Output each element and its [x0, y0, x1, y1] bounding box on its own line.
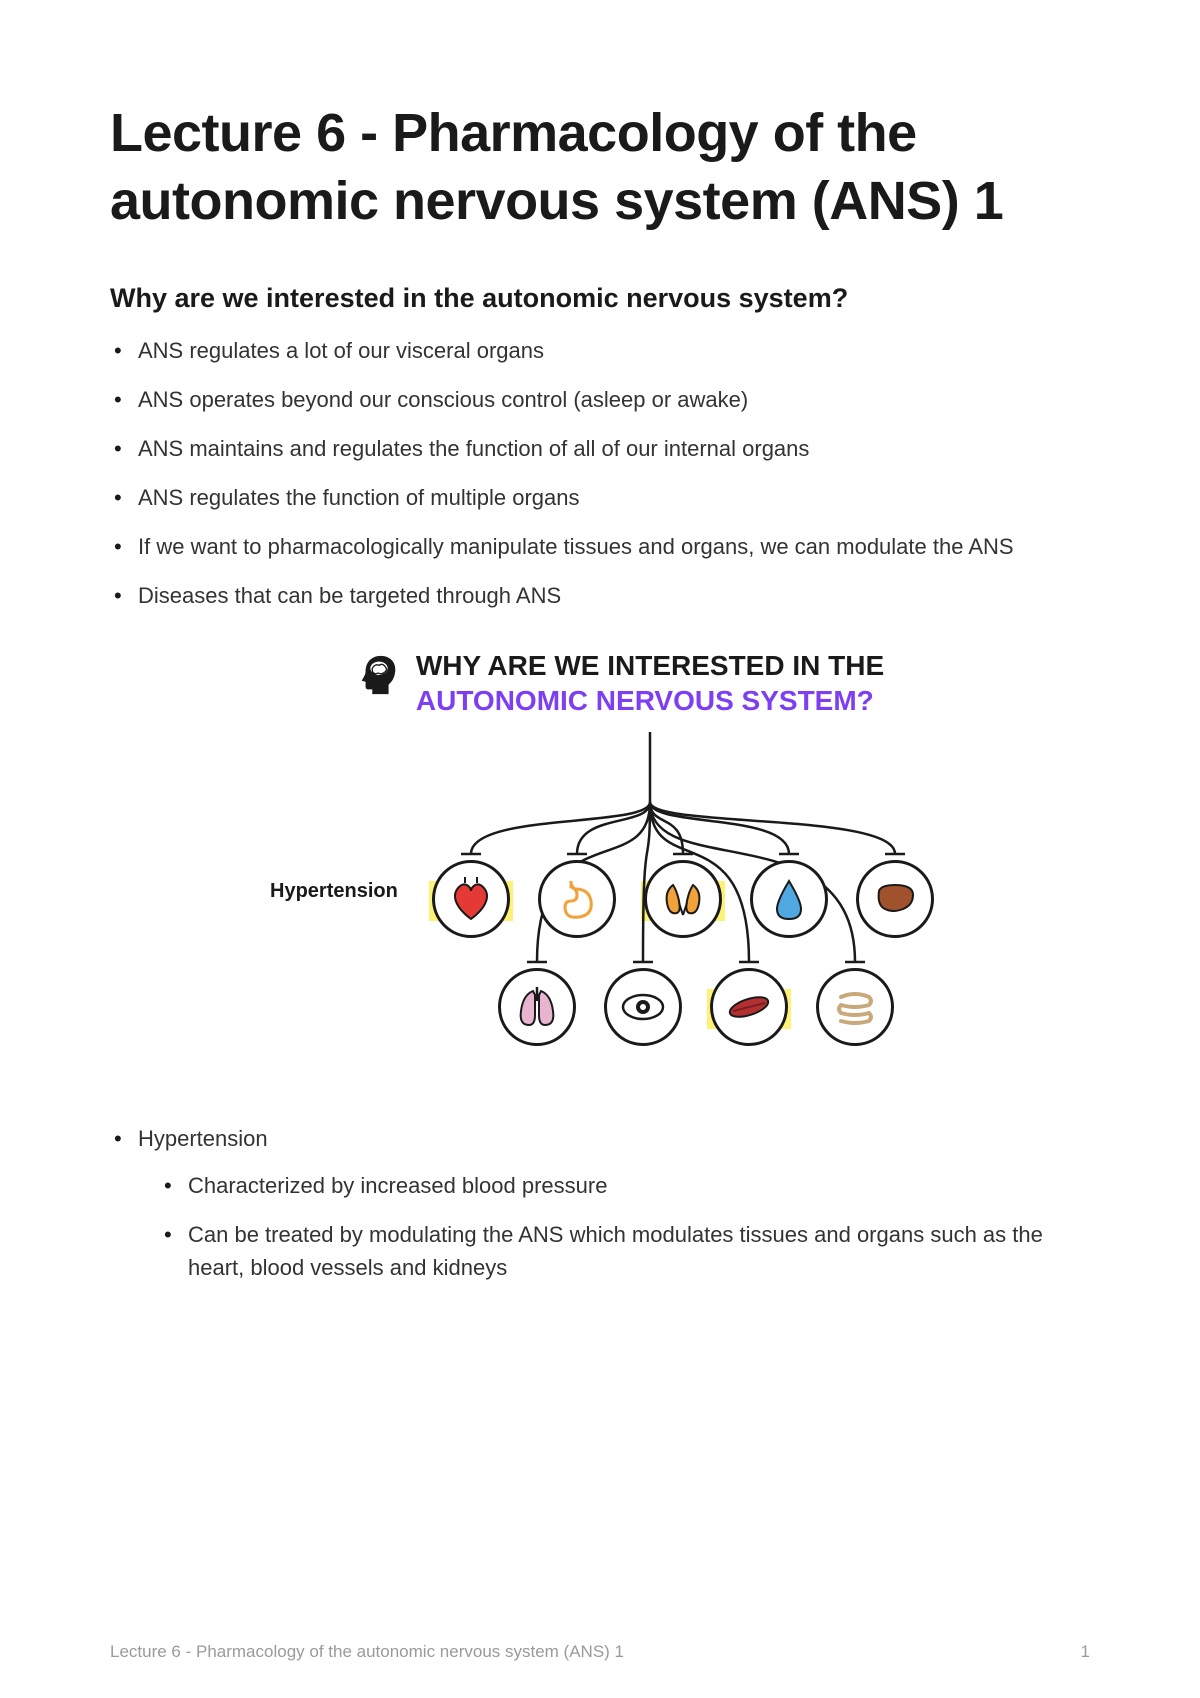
ans-diagram: WHY ARE WE INTERESTED IN THE AUTONOMIC N…	[220, 648, 980, 1072]
list-item: Hypertension Characterized by increased …	[138, 1122, 1090, 1284]
list-item: ANS operates beyond our conscious contro…	[138, 383, 1090, 416]
lungs-icon	[498, 968, 576, 1046]
list-item: Characterized by increased blood pressur…	[188, 1169, 1090, 1202]
list-item: ANS maintains and regulates the function…	[138, 432, 1090, 465]
page-title: Lecture 6 - Pharmacology of the autonomi…	[110, 100, 1090, 235]
bullet-list-2: Hypertension Characterized by increased …	[110, 1122, 1090, 1284]
list-item: ANS regulates a lot of our visceral orga…	[138, 334, 1090, 367]
list-item-label: Hypertension	[138, 1126, 268, 1151]
list-item: Can be treated by modulating the ANS whi…	[188, 1218, 1090, 1284]
page-footer: Lecture 6 - Pharmacology of the autonomi…	[110, 1642, 1090, 1662]
section-heading: Why are we interested in the autonomic n…	[110, 283, 1090, 314]
vessel-icon	[710, 968, 788, 1046]
diagram-title: WHY ARE WE INTERESTED IN THE AUTONOMIC N…	[416, 648, 884, 718]
bullet-list-2-sub: Characterized by increased blood pressur…	[138, 1169, 1090, 1284]
diagram-title-line-1: WHY ARE WE INTERESTED IN THE	[416, 648, 884, 683]
brain-head-icon	[356, 652, 402, 698]
intestine-icon	[816, 968, 894, 1046]
diagram-title-line-2: AUTONOMIC NERVOUS SYSTEM?	[416, 683, 884, 718]
heart-icon	[432, 860, 510, 938]
list-item: If we want to pharmacologically manipula…	[138, 530, 1090, 563]
kidneys-icon	[644, 860, 722, 938]
eye-icon	[604, 968, 682, 1046]
diagram-label-hypertension: Hypertension	[270, 880, 398, 903]
diagram-header: WHY ARE WE INTERESTED IN THE AUTONOMIC N…	[220, 648, 980, 718]
bullet-list-1: ANS regulates a lot of our visceral orga…	[110, 334, 1090, 612]
liver-icon	[856, 860, 934, 938]
footer-text: Lecture 6 - Pharmacology of the autonomi…	[110, 1642, 624, 1662]
stomach-icon	[538, 860, 616, 938]
drop-icon	[750, 860, 828, 938]
list-item: ANS regulates the function of multiple o…	[138, 481, 1090, 514]
organ-tree: Hypertension	[220, 732, 980, 1072]
list-item: Diseases that can be targeted through AN…	[138, 579, 1090, 612]
page-number: 1	[1081, 1642, 1090, 1662]
